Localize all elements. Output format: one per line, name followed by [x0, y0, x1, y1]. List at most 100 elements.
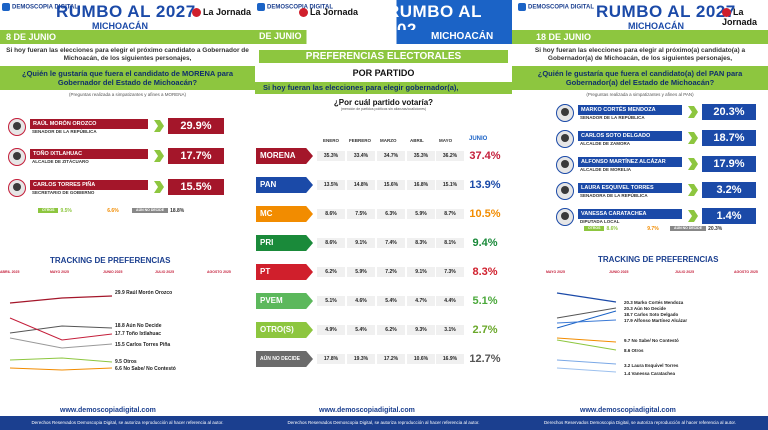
candidate-name: VANESSA CARATACHEA	[578, 209, 682, 219]
jornada-text: La Jornada	[310, 7, 359, 17]
jornada-text: La Jornada	[203, 7, 252, 17]
candidate-value: 1.4%	[702, 208, 756, 224]
la-jornada-logo: La Jornada	[299, 7, 359, 18]
trend-line	[556, 310, 617, 329]
chevron-right-icon	[688, 106, 698, 118]
june-value: 9.4%	[472, 237, 498, 249]
footer: Derechos Reservados Demoscopia Digital, …	[0, 416, 255, 430]
no-sabe-value: 6.6%	[107, 208, 119, 214]
month-value: 16.9%	[436, 354, 464, 364]
intro-text: Si hoy fueran las elecciones para elegir…	[6, 47, 249, 62]
header: DEMOSCOPIA DIGITAL RUMBO AL 2027 MICHOAC…	[0, 0, 255, 31]
candidate-name: CARLOS SOTO DELGADO	[578, 131, 682, 141]
website-link[interactable]: www.demoscopiadigital.com	[60, 407, 156, 414]
month-label: JUNIO 2025	[103, 270, 123, 274]
logo-icon	[257, 3, 265, 11]
party-name: PT	[256, 264, 313, 280]
tracking-label: 1.4 Vanessa Caratachea	[624, 371, 676, 376]
month-value: 8.3%	[407, 238, 435, 248]
logo-text: DEMOSCOPIA DIGITAL	[528, 4, 594, 11]
website-link[interactable]: www.demoscopiadigital.com	[580, 407, 676, 414]
website-link[interactable]: www.demoscopiadigital.com	[319, 407, 415, 414]
month-value: 13.5%	[317, 180, 345, 190]
tracking-label: 20.3 Aún No Decide	[624, 306, 666, 311]
chevron-right-icon	[688, 132, 698, 144]
candidate-role: ALCALDE DE ZAMORA	[580, 141, 630, 146]
month-value: 8.1%	[436, 238, 464, 248]
party-name: OTRO(S)	[256, 322, 313, 338]
party-row: OTRO(S) 4.9% 5.4% 6.2% 9.3% 3.1% 2.7%	[255, 320, 512, 340]
logo-icon	[518, 3, 526, 11]
footer: Derechos Reservados Demoscopia Digital, …	[512, 416, 768, 430]
month-label: MAYO 2025	[546, 270, 565, 274]
no-decide-value: 18.8%	[170, 208, 185, 214]
otros-value: 8.6%	[606, 226, 618, 232]
tracking-label: 18.7 Carlos Soto Delgado	[624, 312, 679, 317]
others-summary: OTROS 9.5% 6.6% AÚN NO DECIDE 18.8%	[38, 208, 184, 214]
trend-line	[556, 292, 617, 303]
month-value: 8.6%	[317, 209, 345, 219]
chevron-right-icon	[154, 150, 164, 162]
trend-line	[9, 357, 113, 363]
avatar	[8, 118, 26, 136]
otros-chip: OTROS	[584, 226, 605, 232]
candidate-role: SENADORA DE LA REPÚBLICA	[580, 193, 648, 198]
morena-infographic: DEMOSCOPIA DIGITAL RUMBO AL 2027 MICHOAC…	[0, 0, 255, 430]
avatar	[556, 208, 574, 226]
month-value: 7.3%	[436, 267, 464, 277]
candidate-role: ALCALDE DE ZITÁCUARO	[32, 159, 89, 164]
question-banner: ¿Quién le gustaría que fuera el candidat…	[512, 66, 768, 90]
month-value: 34.7%	[377, 151, 405, 161]
sample-note: (Preguntas realizada a simpatizantes y a…	[68, 92, 187, 97]
tracking-lines	[556, 292, 617, 373]
party-name: PVEM	[256, 293, 313, 309]
chevron-right-icon	[154, 120, 164, 132]
candidate-role: SECRETARIO DE GOBIERNO	[32, 190, 95, 195]
trend-line	[9, 337, 113, 349]
trend-line	[9, 295, 113, 304]
tracking-label: 8.6 Otros	[624, 348, 644, 353]
month-label: MAYO 2025	[50, 270, 69, 274]
trend-line	[556, 337, 617, 343]
candidate-role: SENADOR DE LA REPÚBLICA	[580, 115, 645, 120]
month-value: 3.1%	[436, 325, 464, 335]
chevron-right-icon	[688, 158, 698, 170]
month-value: 6.3%	[377, 209, 405, 219]
tracking-label: 29.9 Raúl Morón Orozco	[115, 290, 173, 296]
month-value: 7.2%	[377, 267, 405, 277]
month-header: ABRIL	[410, 138, 424, 143]
no-decide-value: 20.3%	[708, 226, 723, 232]
month-value: 16.8%	[407, 180, 435, 190]
jornada-icon	[299, 8, 308, 18]
month-header: ENERO	[323, 138, 340, 143]
month-value: 5.9%	[347, 267, 375, 277]
page-subtitle: MICHOACÁN	[628, 21, 684, 31]
trend-line	[556, 339, 617, 351]
trend-line	[556, 359, 617, 365]
party-row: PVEM 5.1% 4.6% 5.4% 4.7% 4.4% 5.1%	[255, 291, 512, 311]
candidate-role: SENADOR DE LA REPÚBLICA	[32, 129, 97, 134]
date-band: 8 DE JUNIO	[0, 30, 255, 44]
party-name: PRI	[256, 235, 313, 251]
party-row: PRI 8.6% 9.1% 7.4% 8.3% 8.1% 9.4%	[255, 233, 512, 253]
party-row: MC 8.6% 7.5% 6.3% 5.9% 8.7% 10.5%	[255, 204, 512, 224]
avatar	[556, 182, 574, 200]
sample-note: (Preguntas realizada a simpatizantes y a…	[586, 92, 694, 97]
chevron-right-icon	[688, 210, 698, 222]
avatar	[556, 104, 574, 122]
trend-line	[556, 319, 617, 324]
pan-infographic: DEMOSCOPIA DIGITAL RUMBO AL 2027 MICHOAC…	[512, 0, 768, 430]
section-title: PREFERENCIAS ELECTORALES	[259, 50, 508, 63]
candidate-name: RAÚL MORÓN OROZCO	[30, 119, 148, 129]
footer: Derechos Reservados Demoscopia Digital, …	[255, 416, 512, 430]
candidate-value: 3.2%	[702, 182, 756, 198]
party-row: AÚN NO DECIDE 17.8% 19.3% 17.2% 10.6% 16.9% 12…	[255, 349, 512, 369]
month-value: 4.4%	[436, 296, 464, 306]
la-jornada-logo: La Jornada	[722, 7, 768, 27]
no-decide-chip: AÚN NO DECIDE	[670, 226, 707, 232]
demoscopia-logo: DEMOSCOPIA DIGITAL	[257, 3, 333, 12]
month-value: 8.6%	[317, 238, 345, 248]
avatar	[556, 156, 574, 174]
month-value: 5.4%	[377, 296, 405, 306]
month-value: 9.1%	[407, 267, 435, 277]
